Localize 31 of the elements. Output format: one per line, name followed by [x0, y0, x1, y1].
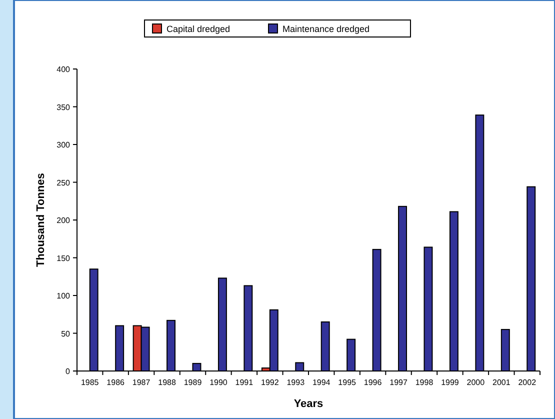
- x-tick-label: 1986: [106, 378, 126, 387]
- x-tick-label: 1987: [132, 378, 151, 387]
- y-axis-title: Thousand Tonnes: [35, 173, 47, 267]
- y-tick-label: 350: [56, 102, 71, 112]
- x-tick-label: 1996: [364, 378, 382, 387]
- x-tick-label: 1989: [184, 378, 202, 387]
- x-tick-label: 1995: [338, 378, 357, 387]
- y-tick-label: 200: [56, 216, 71, 225]
- x-tick-label: 1999: [441, 378, 460, 387]
- legend-label: Maintenance dredged: [282, 24, 370, 34]
- x-tick-label: 1988: [158, 378, 176, 387]
- x-tick-label: 1991: [235, 378, 254, 387]
- y-tick-label: 100: [56, 292, 71, 300]
- x-tick-label: 1998: [415, 378, 434, 387]
- x-tick-label: 1994: [312, 378, 331, 387]
- x-tick-label: 1985: [80, 378, 100, 387]
- y-tick-label: 50: [61, 329, 71, 338]
- x-tick-label: 1990: [210, 378, 228, 387]
- x-tick-label: 1997: [390, 378, 408, 387]
- x-tick-label: 2002: [518, 378, 537, 387]
- y-tick-label: 150: [56, 254, 71, 263]
- y-tick-label: 250: [56, 178, 71, 188]
- x-tick-label: 1993: [286, 378, 306, 387]
- y-tick-label: 400: [56, 65, 71, 74]
- y-tick-label: 0: [66, 367, 71, 376]
- legend-label: Capital dredged: [166, 24, 230, 34]
- x-axis-title: Years: [294, 398, 324, 410]
- x-tick-label: 1992: [261, 378, 280, 387]
- x-tick-label: 2001: [492, 378, 511, 387]
- x-tick-label: 2000: [466, 378, 486, 387]
- y-tick-label: 300: [56, 140, 71, 150]
